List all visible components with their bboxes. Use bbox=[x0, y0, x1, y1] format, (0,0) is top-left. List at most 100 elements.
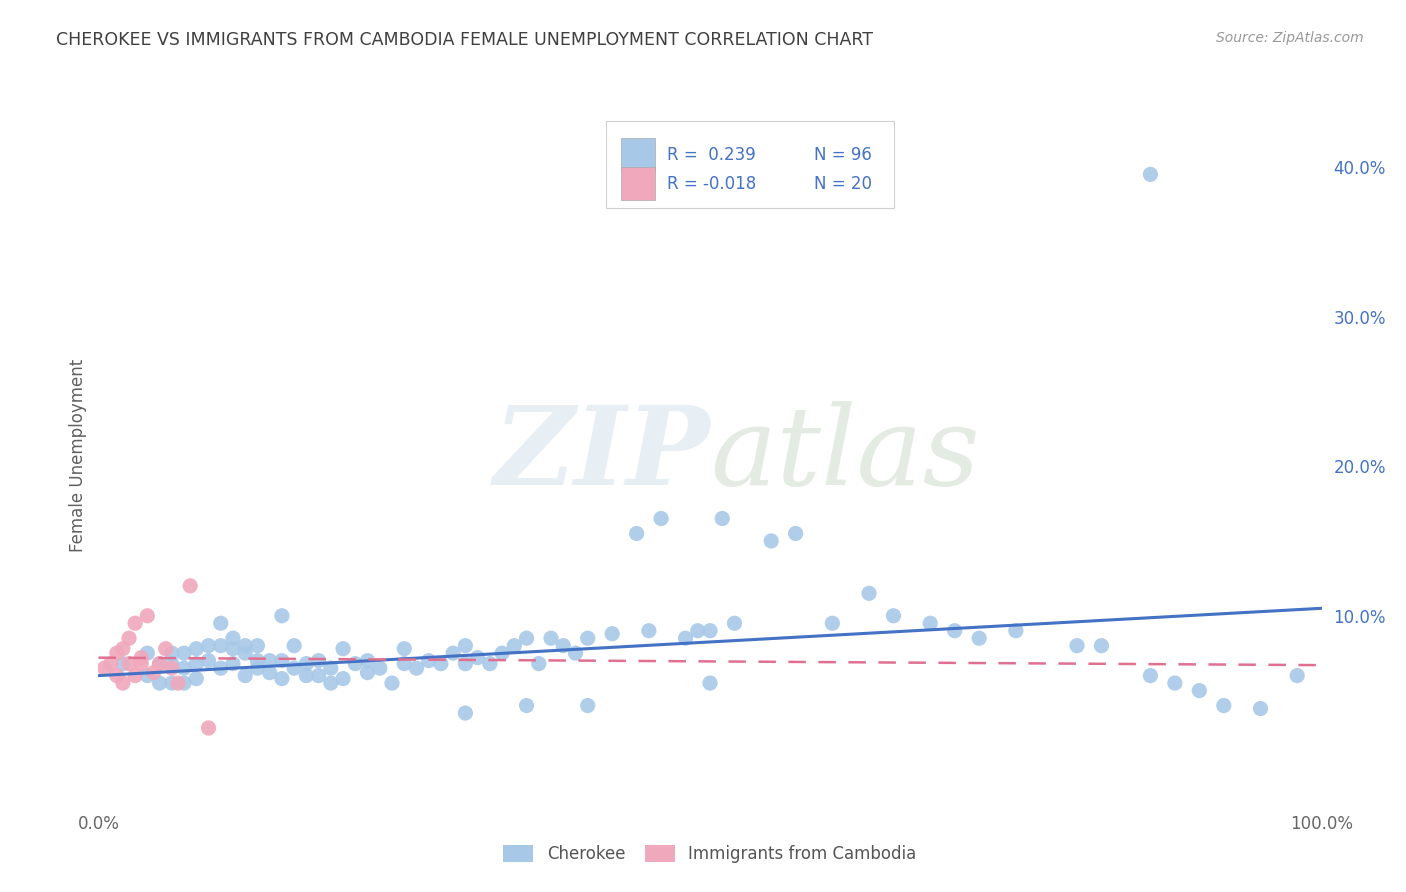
Point bbox=[270, 608, 294, 623]
Point bbox=[105, 646, 128, 660]
Point bbox=[356, 654, 378, 668]
Text: N = 20: N = 20 bbox=[814, 175, 872, 193]
Point bbox=[197, 721, 219, 735]
Point bbox=[454, 706, 477, 720]
Point bbox=[576, 698, 599, 713]
Point bbox=[454, 639, 477, 653]
Point bbox=[1066, 639, 1088, 653]
Point bbox=[368, 661, 391, 675]
Point bbox=[650, 511, 672, 525]
Point bbox=[883, 608, 905, 623]
Y-axis label: Female Unemployment: Female Unemployment bbox=[69, 359, 87, 551]
Point bbox=[124, 616, 146, 631]
Point bbox=[1212, 698, 1234, 713]
Point bbox=[356, 665, 378, 680]
Point bbox=[222, 657, 245, 671]
Point bbox=[111, 676, 134, 690]
Point bbox=[1286, 668, 1309, 682]
Point bbox=[441, 646, 464, 660]
Text: N = 96: N = 96 bbox=[814, 146, 872, 164]
Text: R = -0.018: R = -0.018 bbox=[668, 175, 756, 193]
Point bbox=[392, 657, 416, 671]
Point bbox=[761, 533, 783, 548]
Point bbox=[149, 657, 172, 671]
Point bbox=[515, 698, 537, 713]
Point bbox=[118, 657, 141, 671]
Point bbox=[699, 624, 721, 638]
Point bbox=[197, 654, 219, 668]
Point bbox=[136, 608, 159, 623]
Point bbox=[118, 631, 141, 645]
Point bbox=[1139, 167, 1161, 181]
Point bbox=[711, 511, 734, 525]
Point bbox=[503, 639, 526, 653]
Point bbox=[173, 646, 195, 660]
Point bbox=[136, 646, 159, 660]
Point bbox=[149, 657, 172, 671]
Point bbox=[527, 657, 550, 671]
Point bbox=[576, 631, 599, 645]
Point bbox=[233, 646, 256, 660]
Point bbox=[430, 657, 453, 671]
Point bbox=[186, 657, 208, 671]
Point bbox=[699, 676, 721, 690]
Point bbox=[638, 624, 661, 638]
Point bbox=[186, 641, 208, 656]
Point bbox=[858, 586, 880, 600]
Point bbox=[1004, 624, 1026, 638]
Point bbox=[233, 639, 256, 653]
Point bbox=[1090, 639, 1112, 653]
Point bbox=[478, 657, 501, 671]
Point bbox=[209, 639, 232, 653]
Point bbox=[209, 661, 232, 675]
Point bbox=[129, 657, 152, 671]
Bar bbox=[620, 167, 655, 201]
Point bbox=[467, 650, 489, 665]
Point bbox=[209, 616, 232, 631]
Point bbox=[686, 624, 709, 638]
Text: R =  0.239: R = 0.239 bbox=[668, 146, 756, 164]
Point bbox=[1139, 668, 1161, 682]
Point bbox=[129, 650, 152, 665]
Point bbox=[564, 646, 586, 660]
Point bbox=[392, 641, 416, 656]
Point bbox=[111, 657, 134, 671]
Point bbox=[723, 616, 745, 631]
Point bbox=[381, 676, 404, 690]
Point bbox=[111, 641, 134, 656]
Point bbox=[600, 626, 623, 640]
Bar bbox=[620, 138, 655, 171]
Text: atlas: atlas bbox=[710, 401, 980, 508]
Point bbox=[233, 668, 256, 682]
Point bbox=[142, 665, 165, 680]
Point bbox=[418, 654, 440, 668]
Point bbox=[93, 661, 115, 675]
Point bbox=[821, 616, 844, 631]
Point bbox=[105, 668, 128, 682]
Point bbox=[149, 676, 172, 690]
Point bbox=[491, 646, 513, 660]
Point bbox=[540, 631, 562, 645]
Point bbox=[785, 526, 807, 541]
Point bbox=[160, 661, 183, 675]
Text: ZIP: ZIP bbox=[494, 401, 710, 508]
Point bbox=[160, 646, 183, 660]
Point bbox=[332, 672, 354, 686]
Point bbox=[283, 661, 305, 675]
Point bbox=[295, 657, 318, 671]
Point bbox=[1249, 701, 1271, 715]
Text: CHEROKEE VS IMMIGRANTS FROM CAMBODIA FEMALE UNEMPLOYMENT CORRELATION CHART: CHEROKEE VS IMMIGRANTS FROM CAMBODIA FEM… bbox=[56, 31, 873, 49]
Point bbox=[332, 641, 354, 656]
Point bbox=[222, 641, 245, 656]
Point bbox=[920, 616, 942, 631]
Point bbox=[344, 657, 367, 671]
Point bbox=[626, 526, 648, 541]
Point bbox=[295, 668, 318, 682]
Point bbox=[270, 672, 294, 686]
Point bbox=[283, 639, 305, 653]
Point bbox=[246, 661, 269, 675]
Point bbox=[405, 661, 427, 675]
Point bbox=[1164, 676, 1187, 690]
Point bbox=[259, 654, 281, 668]
Point bbox=[319, 661, 342, 675]
